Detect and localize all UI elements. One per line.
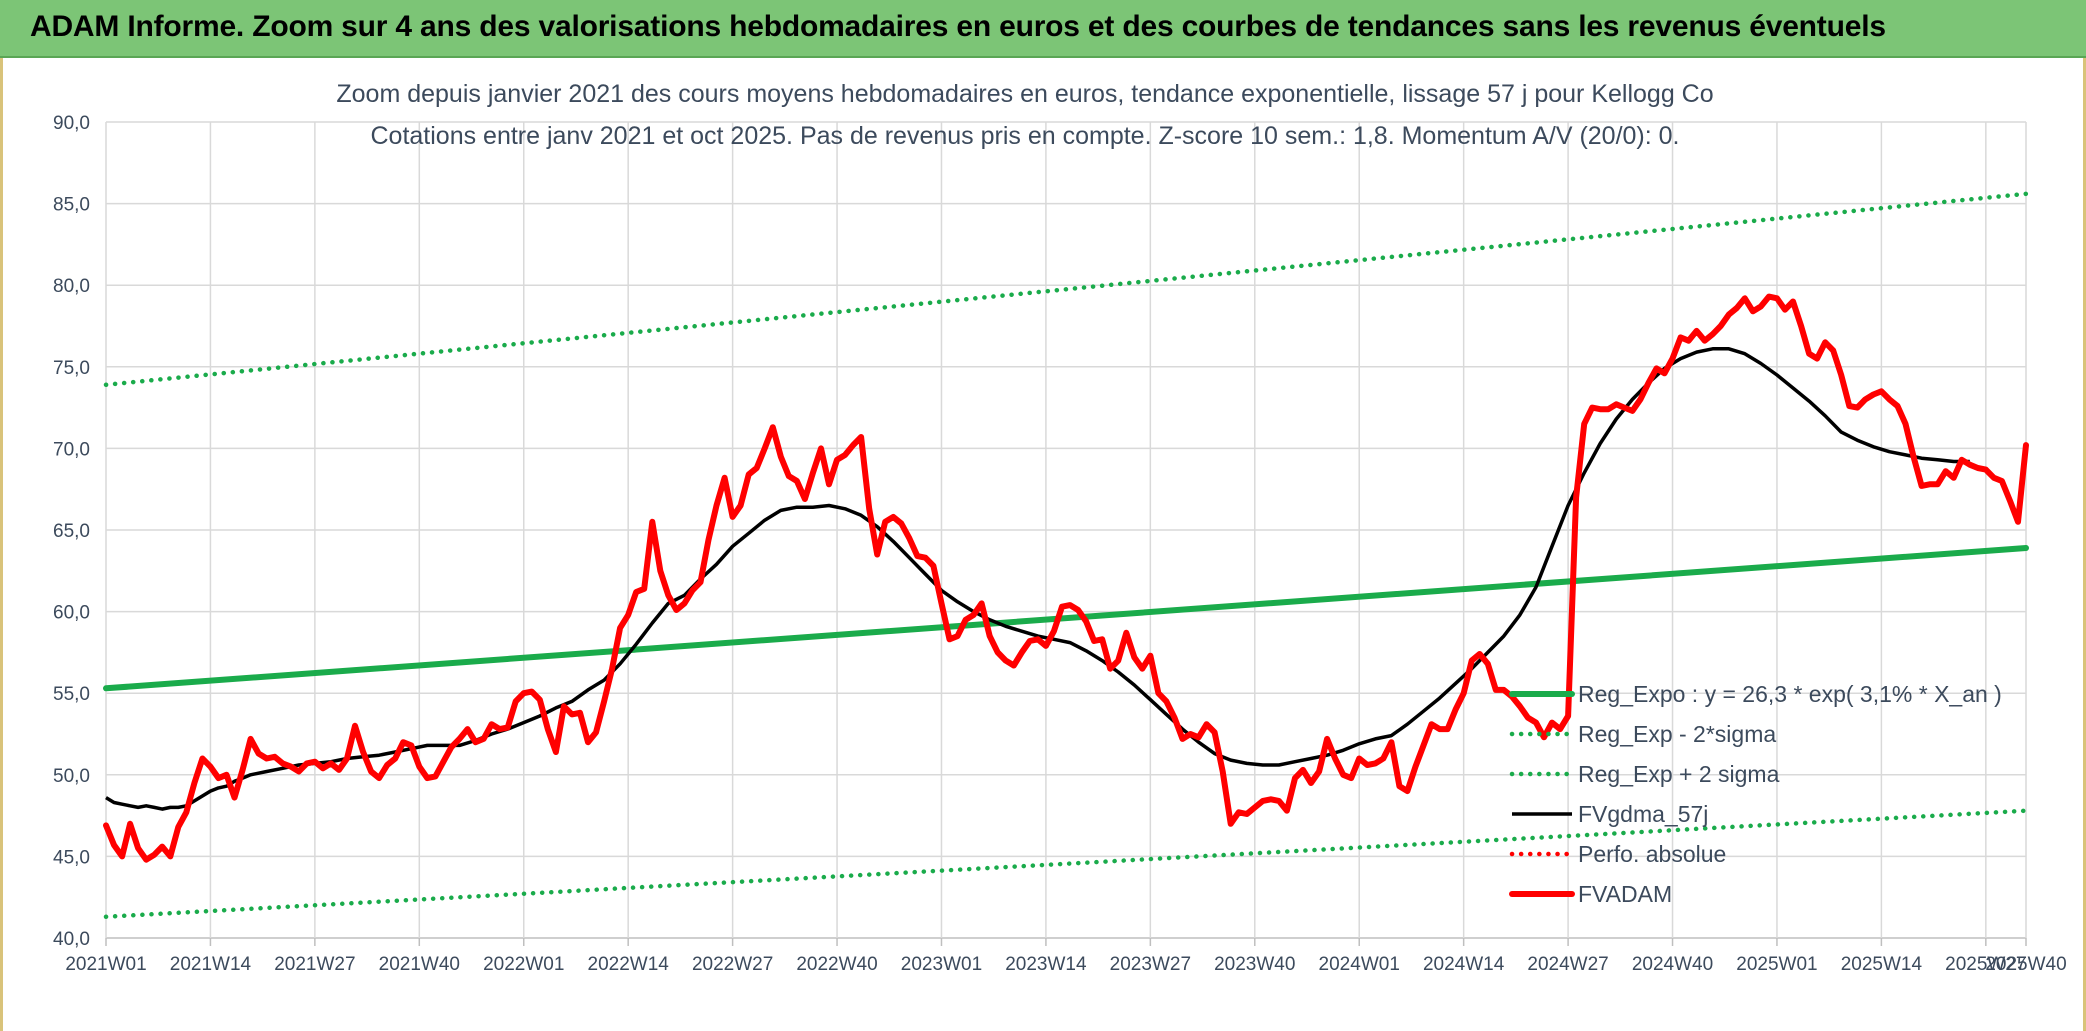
series-line-3 (105, 347, 1970, 811)
y-tick-label: 80,0 (53, 276, 90, 297)
x-tick-label: 2024W14 (1423, 954, 1505, 975)
series-line-5 (103, 293, 2029, 863)
y-axis: 40,0 45,0 50,0 55,0 60,0 65,0 70,0 75,0 80,0 85,0… (53, 113, 90, 950)
right-frame-border (2083, 58, 2086, 1031)
chart-subtitle: Cotations entre janv 2021 et oct 2025. P… (370, 122, 1679, 150)
y-tick-label: 55,0 (53, 684, 90, 705)
legend-label: Reg_Exp - 2*sigma (1578, 721, 1776, 747)
x-tick-label: 2023W40 (1214, 954, 1295, 975)
y-tick-label: 75,0 (53, 358, 90, 379)
series-line-1 (103, 808, 2029, 920)
x-axis: 2021W01 2021W14 2021W27 2021W40 2022W01 2022W… (65, 954, 2066, 975)
y-tick-label: 70,0 (53, 439, 90, 460)
x-tick-label: 2025W27 (1945, 954, 2026, 975)
y-tick-label: 50,0 (53, 766, 90, 787)
x-tick-label: 2024W01 (1319, 954, 1400, 975)
x-tick-label: 2025W14 (1841, 954, 1923, 975)
header-banner: ADAM Informe. Zoom sur 4 ans des valoris… (0, 0, 2086, 58)
y-tick-label: 45,0 (53, 847, 90, 868)
legend-label: Reg_Exp + 2 sigma (1578, 761, 1780, 787)
legend-label: FVADAM (1578, 881, 1672, 907)
x-tick-label: 2021W27 (274, 954, 355, 975)
left-frame-border (0, 58, 3, 1031)
y-tick-label: 85,0 (53, 195, 90, 216)
series-line-0 (103, 545, 2029, 692)
y-tick-label: 40,0 (53, 929, 90, 950)
legend: Reg_Expo : y = 26,3 * exp( 3,1% * X_an )… (1509, 681, 2002, 907)
x-tick-label: 2023W14 (1005, 954, 1087, 975)
x-tick-label: 2021W14 (170, 954, 252, 975)
x-tick-label: 2025W01 (1736, 954, 1817, 975)
series-line-2 (103, 191, 2029, 388)
x-tick-label: 2024W27 (1527, 954, 1608, 975)
page-title: ADAM Informe. Zoom sur 4 ans des valoris… (30, 10, 1886, 43)
series-layer (103, 191, 2029, 920)
legend-label: Perfo. absolue (1578, 841, 1726, 867)
y-tick-label: 60,0 (53, 603, 90, 624)
x-tick-label: 2023W27 (1110, 954, 1191, 975)
grid (105, 121, 2027, 946)
x-tick-label: 2022W40 (796, 954, 877, 975)
x-tick-label: 2021W40 (379, 954, 460, 975)
y-tick-label: 90,0 (53, 113, 90, 134)
x-tick-label: 2025W40 (1985, 954, 2066, 975)
legend-label: FVgdma_57j (1578, 801, 1708, 827)
x-tick-label: 2022W14 (588, 954, 670, 975)
x-tick-label: 2024W40 (1632, 954, 1713, 975)
chart-area: 40,0 45,0 50,0 55,0 60,0 65,0 70,0 75,0 80,0 85,0… (53, 80, 2067, 975)
legend-label: Reg_Expo : y = 26,3 * exp( 3,1% * X_an ) (1578, 681, 2002, 707)
y-tick-label: 65,0 (53, 521, 90, 542)
x-tick-label: 2022W27 (692, 954, 773, 975)
x-tick-label: 2021W01 (65, 954, 146, 975)
x-tick-label: 2023W01 (901, 954, 982, 975)
chart-title: Zoom depuis janvier 2021 des cours moyen… (336, 80, 1713, 108)
x-tick-label: 2022W01 (483, 954, 564, 975)
